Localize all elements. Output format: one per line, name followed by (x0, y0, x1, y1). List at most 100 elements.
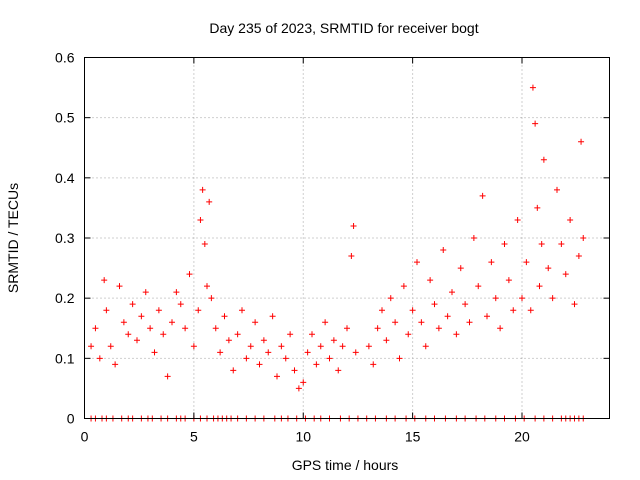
x-tick-label: 5 (190, 429, 198, 445)
data-point (142, 289, 149, 296)
data-point (177, 301, 184, 308)
data-point (234, 331, 241, 338)
data-point (221, 313, 228, 320)
data-point (247, 343, 254, 350)
data-point (545, 265, 552, 272)
data-point (409, 307, 416, 314)
data-point (204, 283, 210, 290)
data-point (580, 235, 587, 241)
data-point (365, 343, 372, 350)
data-point (120, 319, 127, 326)
y-tick-label: 0.5 (55, 110, 75, 126)
data-point (195, 307, 202, 314)
data-point (225, 337, 232, 344)
x-axis-label: GPS time / hours (292, 457, 399, 473)
x-tick-label: 20 (514, 429, 530, 445)
data-point (501, 241, 508, 248)
data-point (182, 325, 189, 332)
data-point (155, 307, 162, 314)
data-point (505, 277, 512, 284)
data-point (527, 307, 534, 314)
data-point (422, 343, 429, 350)
data-point (256, 361, 263, 368)
data-point (160, 331, 167, 338)
data-point (295, 385, 302, 392)
data-point (536, 283, 543, 290)
data-point (392, 319, 399, 326)
data-point (484, 313, 490, 320)
data-point (201, 241, 208, 248)
data-point (103, 307, 110, 314)
data-point (427, 277, 434, 284)
data-point (549, 295, 556, 302)
data-point (532, 120, 539, 127)
data-point (578, 138, 585, 145)
data-point (431, 301, 438, 308)
data-point (575, 253, 582, 260)
data-point (309, 331, 315, 338)
y-tick-label: 0.3 (55, 230, 75, 246)
data-point (339, 343, 346, 350)
data-point (239, 307, 245, 314)
data-point (278, 343, 285, 350)
data-point (190, 343, 197, 350)
data-point (523, 259, 530, 266)
data-point (317, 343, 324, 350)
data-point (134, 337, 140, 344)
data-point (396, 355, 403, 362)
data-point (88, 343, 95, 350)
data-point (405, 331, 412, 338)
data-point (199, 186, 206, 193)
data-point (260, 337, 267, 344)
chart-title: Day 235 of 2023, SRMTID for receiver bog… (209, 20, 478, 36)
data-point (387, 295, 394, 302)
data-point (479, 192, 486, 199)
y-tick-label: 0 (67, 411, 75, 427)
data-point (138, 313, 145, 320)
data-point (147, 325, 154, 332)
data-point (274, 373, 280, 380)
data-point (291, 367, 298, 374)
data-point (107, 343, 114, 350)
data-point (538, 241, 545, 248)
data-point (129, 301, 136, 308)
data-point (243, 355, 250, 362)
data-point (519, 295, 525, 302)
data-point (488, 259, 495, 266)
data-point (186, 271, 193, 278)
data-point (206, 198, 213, 205)
data-point (300, 379, 307, 386)
data-point (313, 361, 320, 368)
data-point (173, 289, 180, 296)
data-point (562, 271, 569, 278)
y-tick-label: 0.4 (55, 170, 75, 186)
data-point (540, 156, 547, 163)
data-point (383, 337, 390, 344)
data-point (497, 325, 504, 332)
data-point (217, 349, 224, 356)
data-point (514, 216, 521, 223)
data-point (558, 241, 565, 248)
data-point (466, 319, 473, 326)
data-point (440, 247, 447, 254)
data-point (444, 313, 451, 320)
axis-ticks: 0 0.1 0.2 0.3 0.4 0.5 0.6 0 5 10 15 20 (55, 50, 610, 445)
data-point (414, 259, 420, 266)
data-point (374, 325, 381, 332)
data-point (457, 265, 464, 272)
plot-frame (84, 57, 610, 419)
data-point (230, 367, 237, 374)
data-point (322, 319, 329, 326)
data-point (344, 325, 350, 332)
data-point (282, 355, 289, 362)
data-point (453, 331, 460, 338)
data-point (212, 325, 219, 332)
data-points (88, 84, 587, 422)
y-axis-label: SRMTID / TECUs (5, 183, 21, 293)
data-point (449, 289, 455, 296)
data-point (462, 301, 469, 308)
x-tick-label: 15 (405, 429, 421, 445)
data-point (101, 277, 108, 284)
data-point (567, 216, 574, 223)
